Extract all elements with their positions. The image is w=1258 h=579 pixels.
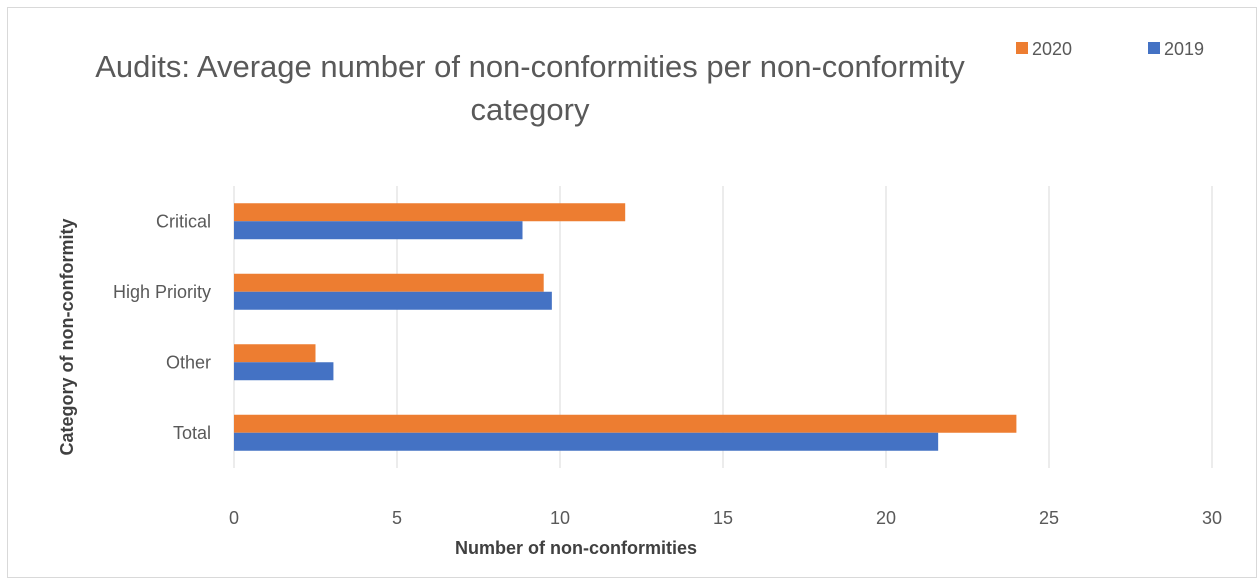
bar-2019-other	[234, 362, 334, 381]
category-label: Total	[173, 423, 211, 443]
x-axis-title: Number of non-conformities	[455, 538, 697, 558]
x-tick-label: 15	[713, 508, 733, 528]
x-tick-label: 25	[1039, 508, 1059, 528]
x-tick-label: 5	[392, 508, 402, 528]
bars	[234, 203, 1017, 451]
chart-title: Audits: Average number of non-conformiti…	[95, 49, 965, 127]
bar-2019-high-priority	[234, 291, 552, 310]
x-tick-label: 30	[1202, 508, 1222, 528]
x-tick-label: 0	[229, 508, 239, 528]
legend-label-2019: 2019	[1164, 39, 1204, 59]
category-label: Other	[166, 352, 211, 372]
chart-frame	[7, 7, 1257, 578]
legend-swatch-2020	[1016, 42, 1028, 54]
category-labels: Critical High Priority Other Total	[113, 211, 211, 443]
x-tick-label: 10	[550, 508, 570, 528]
bar-2020-high-priority	[234, 273, 544, 292]
bar-2020-critical	[234, 203, 626, 222]
bar-2019-critical	[234, 221, 523, 240]
legend-label-2020: 2020	[1032, 39, 1072, 59]
y-axis-title: Category of non-conformity	[57, 219, 77, 456]
x-tick-labels: 0 5 10 15 20 25 30	[229, 508, 1222, 528]
chart-title-line-1: Audits: Average number of non-conformiti…	[95, 49, 965, 84]
x-tick-label: 20	[876, 508, 896, 528]
bar-2019-total	[234, 432, 939, 451]
bar-2020-total	[234, 414, 1017, 433]
chart-title-line-2: category	[471, 92, 590, 127]
legend: 2020 2019	[1016, 39, 1204, 59]
category-label: Critical	[156, 211, 211, 231]
legend-swatch-2019	[1148, 42, 1160, 54]
category-label: High Priority	[113, 282, 211, 302]
bar-2020-other	[234, 344, 316, 363]
